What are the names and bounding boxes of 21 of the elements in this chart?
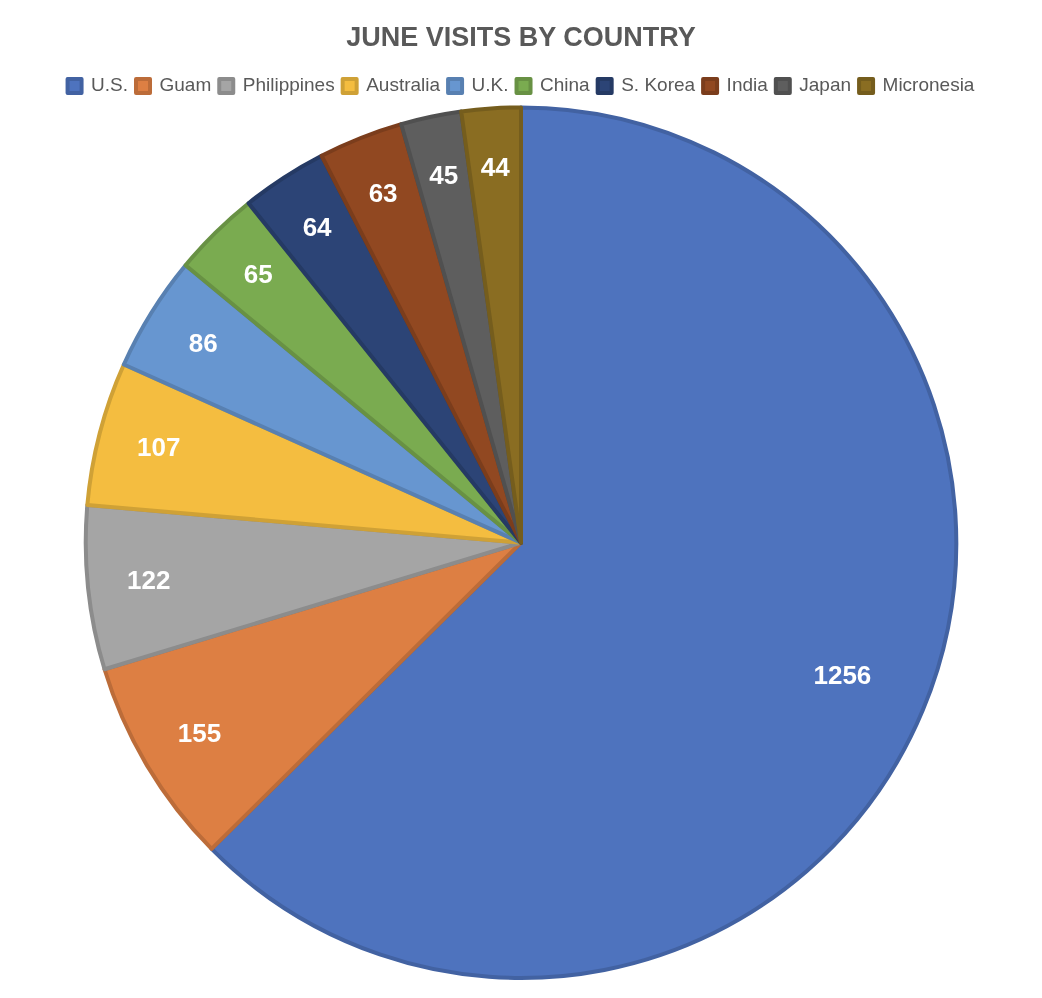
legend-label: Australia bbox=[366, 74, 441, 96]
data-label: 86 bbox=[188, 328, 218, 359]
legend-label: U.S. bbox=[91, 74, 129, 96]
legend-label: U.K. bbox=[471, 74, 509, 96]
legend-label: Philippines bbox=[242, 74, 335, 96]
data-label: 64 bbox=[302, 211, 333, 242]
data-label: 65 bbox=[243, 259, 273, 290]
chart-title: JUNE VISITS BY COUNTRY bbox=[346, 21, 696, 52]
data-label: 45 bbox=[429, 159, 459, 190]
data-label: 155 bbox=[177, 717, 222, 748]
data-label: 44 bbox=[480, 152, 511, 183]
legend-label: Guam bbox=[159, 74, 212, 96]
legend-label: S. Korea bbox=[621, 74, 696, 96]
data-label: 1256 bbox=[813, 659, 872, 690]
legend-label: Japan bbox=[799, 74, 852, 96]
data-label: 122 bbox=[126, 564, 171, 595]
legend-label: Micronesia bbox=[882, 74, 975, 96]
legend-label: India bbox=[726, 74, 769, 96]
data-label: 63 bbox=[368, 177, 398, 208]
legend-label: China bbox=[540, 74, 591, 96]
data-label: 107 bbox=[136, 431, 181, 462]
